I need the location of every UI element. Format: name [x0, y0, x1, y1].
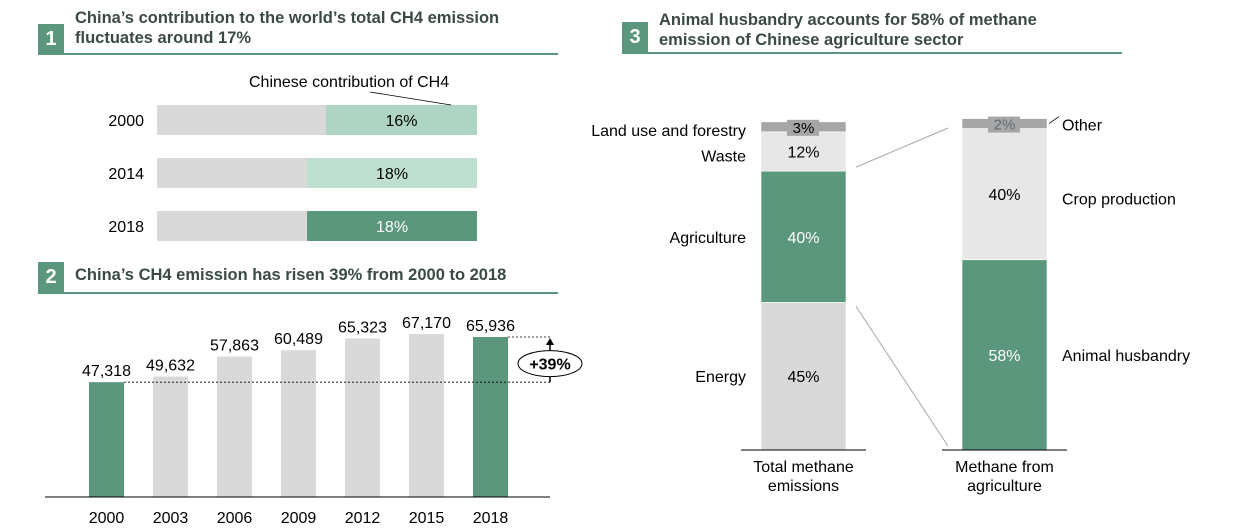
stack-value-label: 12%: [787, 145, 819, 162]
segment-category-label: Energy: [695, 369, 746, 386]
legend-label: Chinese contribution of CH4: [249, 74, 449, 91]
stack-category-label: agriculture: [967, 478, 1042, 495]
stack-segment: [961, 128, 1048, 261]
panel-2-rule: [38, 292, 558, 294]
emission-bar: [281, 350, 316, 497]
panel-3-title-line2: emission of Chinese agriculture sector: [659, 31, 964, 49]
growth-annotation: +39%: [529, 357, 570, 374]
segment-category-label: Crop production: [1062, 192, 1176, 209]
segment-category-label: Waste: [701, 149, 746, 166]
panel-1-title: China’s contribution to the world’s tota…: [75, 8, 499, 48]
panel-1-title-line2: fluctuates around 17%: [75, 29, 252, 47]
emission-bar: [409, 334, 444, 497]
emission-bar: [473, 336, 508, 497]
stack-value-label: 40%: [787, 230, 819, 247]
year-label: 2014: [108, 166, 144, 183]
stack-segment: [961, 259, 1048, 451]
small-segment-label-box: [787, 119, 819, 136]
share-value-label: 16%: [385, 113, 417, 130]
emission-value-label: 65,936: [466, 318, 515, 335]
panel-1-rule: [38, 53, 558, 55]
emission-year-label: 2012: [345, 510, 381, 527]
segment-category-label: Animal husbandry: [1062, 348, 1190, 365]
panel-3-title: Animal husbandry accounts for 58% of met…: [659, 10, 1037, 50]
emission-year-label: 2006: [217, 510, 253, 527]
stack-category-label: Methane from: [955, 459, 1054, 476]
emission-year-label: 2009: [281, 510, 317, 527]
share-value-label: 18%: [376, 219, 408, 236]
emission-year-label: 2000: [89, 510, 125, 527]
year-label: 2018: [108, 219, 144, 236]
emission-value-label: 67,170: [402, 315, 451, 332]
panel-3-title-line1: Animal husbandry accounts for 58% of met…: [659, 11, 1037, 29]
stack-value-label: 40%: [988, 187, 1020, 204]
growth-arrow-head-icon: [546, 337, 554, 345]
panel-1-badge: 1: [38, 24, 64, 54]
emission-value-label: 57,863: [210, 338, 259, 355]
stack-category-label: Total methane: [753, 459, 854, 476]
share-bar-china: [325, 105, 477, 135]
emission-value-label: 60,489: [274, 331, 323, 348]
emission-bar: [89, 382, 124, 497]
emission-year-label: 2003: [153, 510, 189, 527]
stack-value-label: 2%: [994, 117, 1016, 134]
share-bar-china: [307, 158, 477, 188]
panel-2-badge: 2: [38, 262, 64, 292]
share-bar-china: [307, 211, 477, 241]
year-label: 2000: [108, 113, 144, 130]
growth-badge: [517, 350, 583, 378]
emission-bar: [345, 338, 380, 497]
emission-bar-chart: 47,318 2000 49,632 2003 57,863 2006 60,489 2009…: [45, 315, 583, 527]
connector-line-top: [855, 127, 949, 168]
emission-bar: [153, 376, 188, 497]
panel-2-title: China’s CH4 emission has risen 39% from …: [75, 265, 506, 285]
methane-stacked-chart: 45% Energy 40% Agriculture 12% Waste 3% Land us…: [591, 116, 1190, 495]
stack-value-label: 45%: [787, 369, 819, 386]
stack-segment: [760, 170, 847, 303]
segment-category-label: Land use and forestry: [591, 123, 746, 140]
contribution-bar-chart: 16% 2000 18% 2014 18% 2018 Chinese contributio…: [108, 74, 477, 241]
share-value-label: 18%: [376, 166, 408, 183]
emission-year-label: 2015: [409, 510, 445, 527]
emission-year-label: 2018: [473, 510, 509, 527]
stack-value-label: 3%: [793, 120, 815, 137]
panel-3-rule: [622, 52, 1122, 54]
panel-3-badge: 3: [622, 22, 648, 52]
emission-value-label: 49,632: [146, 358, 195, 375]
stack-category-label: emissions: [768, 478, 839, 495]
other-leader-line: [1048, 116, 1060, 124]
panel-1-title-line1: China’s contribution to the world’s tota…: [75, 9, 500, 27]
legend-leader-line: [369, 91, 452, 106]
panel-2-title-line1: China’s CH4 emission has risen 39% from …: [75, 266, 507, 284]
stack-segment: [760, 131, 847, 172]
stack-value-label: 58%: [988, 348, 1020, 365]
segment-category-label: Agriculture: [670, 230, 747, 247]
emission-value-label: 65,323: [338, 319, 387, 336]
small-segment-label-box: [988, 116, 1020, 133]
segment-category-label: Other: [1062, 118, 1103, 135]
emission-bar: [217, 356, 252, 497]
connector-line-bottom: [855, 306, 949, 447]
emission-value-label: 47,318: [82, 363, 131, 380]
